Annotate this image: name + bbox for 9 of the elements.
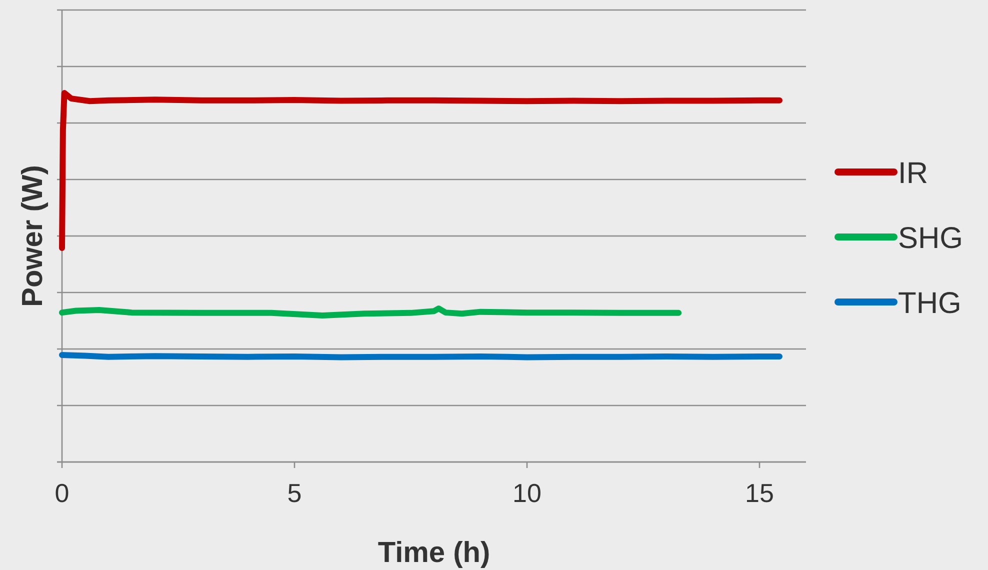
legend-label: IR (898, 157, 928, 190)
legend-label: THG (898, 287, 962, 320)
legend-label: SHG (898, 222, 964, 255)
x-tick-label: 15 (745, 478, 774, 508)
x-tick-label: 0 (54, 478, 70, 508)
y-axis-title: Power (W) (17, 165, 49, 307)
x-tick-label: 5 (287, 478, 302, 508)
x-tick-label: 10 (512, 478, 542, 508)
x-axis-title: Time (h) (378, 537, 490, 569)
